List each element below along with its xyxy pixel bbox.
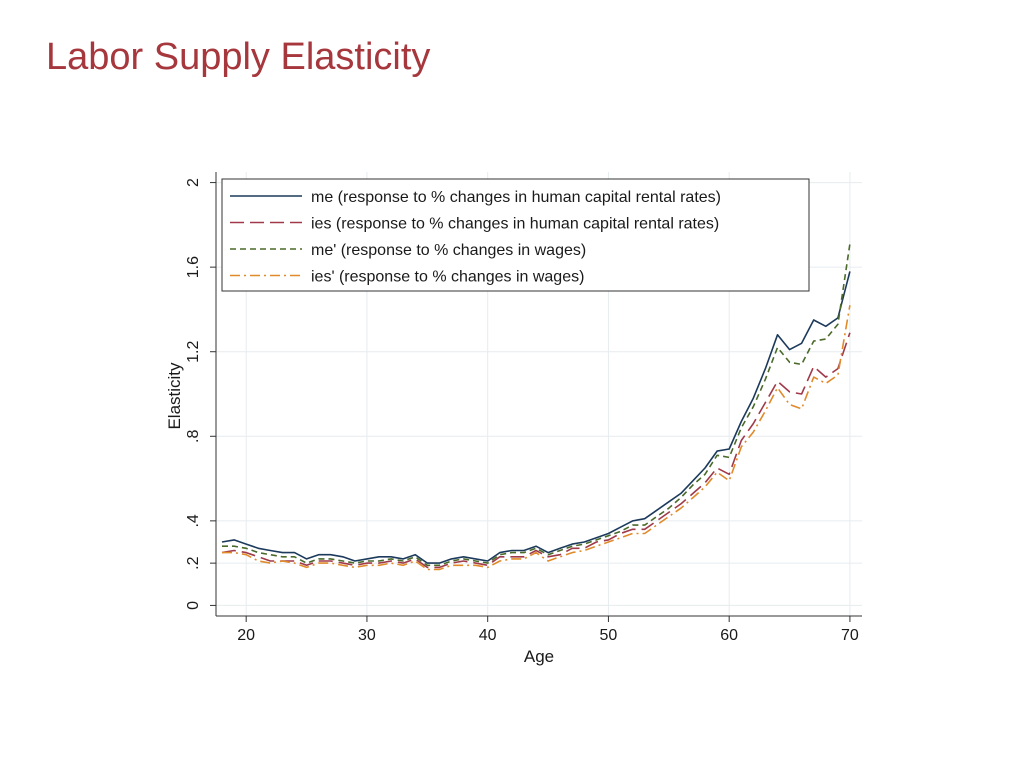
y-tick-label: 1.6 (185, 256, 202, 278)
x-tick-label: 70 (841, 627, 859, 644)
y-axis-label: Elasticity (165, 362, 184, 430)
slide-title: Labor Supply Elasticity (46, 36, 431, 78)
y-tick-label: 2 (185, 178, 202, 187)
y-tick-label: 0 (185, 601, 202, 610)
legend-label-2: ies (response to % changes in human capi… (311, 216, 719, 233)
series-line-2 (221, 332, 851, 569)
legend: me (response to % changes in human capit… (221, 178, 810, 292)
legend-label-1: me (response to % changes in human capit… (311, 189, 721, 206)
y-tick-label: .2 (185, 556, 202, 569)
series-line-4 (222, 305, 851, 571)
axes: 20 30 40 50 60 70 0 .2 .4 .8 1.2 1.6 2 (185, 172, 862, 644)
series-line-1 (221, 271, 851, 564)
x-tick-label: 30 (358, 627, 376, 644)
y-tick-label: .4 (185, 514, 202, 527)
legend-label-4: ies' (response to % changes in wages) (311, 269, 584, 286)
y-tick-label: .8 (185, 430, 202, 443)
legend-label-3: me' (response to % changes in wages) (311, 242, 586, 259)
x-tick-label: 60 (720, 627, 738, 644)
x-tick-label: 40 (479, 627, 497, 644)
x-axis-label: Age (524, 647, 554, 666)
series-lines (221, 243, 851, 571)
legend-box (221, 178, 810, 292)
x-tick-label: 50 (600, 627, 618, 644)
x-tick-label: 20 (237, 627, 255, 644)
y-tick-label: 1.2 (185, 340, 202, 362)
